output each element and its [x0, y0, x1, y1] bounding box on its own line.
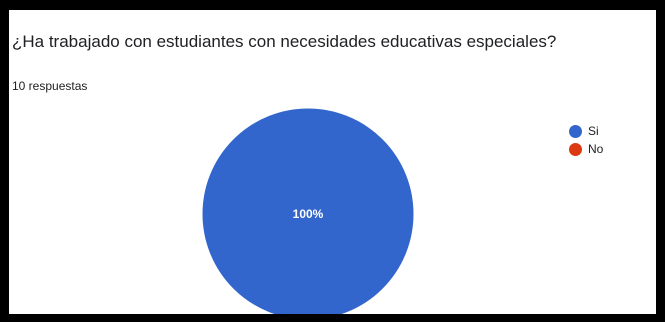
- legend-swatch-no: [569, 142, 582, 156]
- pie-chart: 100%: [201, 107, 415, 314]
- pie-label-si: 100%: [293, 207, 324, 221]
- question-title: ¿Ha trabajado con estudiantes con necesi…: [12, 32, 557, 51]
- legend-label-si: Si: [588, 124, 599, 138]
- legend-swatch-si: [569, 124, 582, 138]
- pie-slice-si[interactable]: [201, 107, 415, 314]
- legend-item-no[interactable]: No: [569, 141, 603, 157]
- legend-item-si[interactable]: Si: [569, 123, 603, 139]
- response-count: 10 respuestas: [12, 79, 88, 93]
- chart-card: ¿Ha trabajado con estudiantes con necesi…: [9, 10, 656, 314]
- legend-label-no: No: [588, 142, 604, 156]
- chart-legend: Si No: [569, 123, 603, 159]
